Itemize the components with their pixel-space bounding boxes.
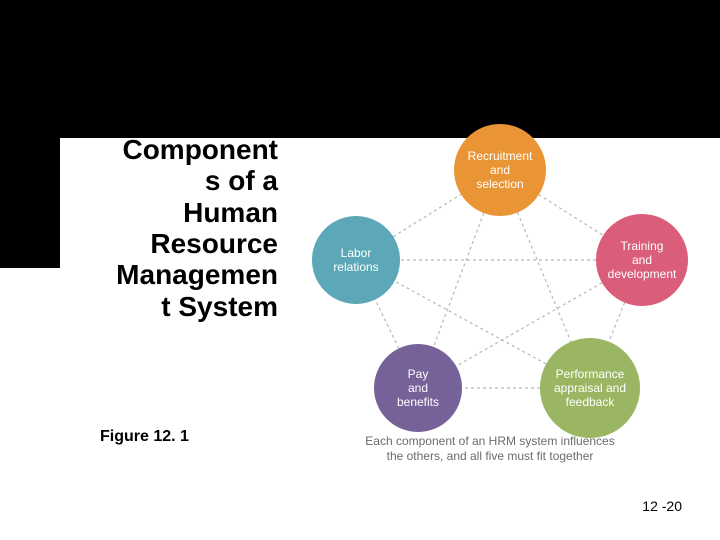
diagram-node-training: Traininganddevelopment	[596, 214, 688, 306]
svg-text:and: and	[490, 163, 510, 177]
svg-text:feedback: feedback	[566, 395, 616, 409]
caption-line: the others, and all five must fit togeth…	[300, 449, 680, 464]
svg-text:Training: Training	[621, 239, 664, 253]
title-line: Component	[68, 134, 278, 165]
svg-text:Labor: Labor	[341, 246, 372, 260]
title-line: s of a	[68, 165, 278, 196]
svg-text:benefits: benefits	[397, 395, 439, 409]
content-area: Component s of a Human Resource Manageme…	[0, 138, 720, 540]
svg-text:and: and	[408, 381, 428, 395]
svg-text:Performance: Performance	[556, 367, 625, 381]
diagram-node-labor: Laborrelations	[312, 216, 400, 304]
svg-text:selection: selection	[476, 177, 523, 191]
title-line: Human	[68, 197, 278, 228]
svg-text:appraisal and: appraisal and	[554, 381, 626, 395]
diagram-edge	[609, 303, 625, 342]
caption-line: Each component of an HRM system influenc…	[300, 434, 680, 449]
diagram-node-recruitment: Recruitmentandselection	[454, 124, 546, 216]
diagram-edge	[433, 213, 483, 347]
title-line: t System	[68, 291, 278, 322]
diagram-edge	[393, 194, 461, 236]
page-title: Component s of a Human Resource Manageme…	[68, 134, 278, 322]
diagram-svg: RecruitmentandselectionTraininganddevelo…	[290, 120, 710, 440]
diagram-caption: Each component of an HRM system influenc…	[300, 434, 680, 464]
title-line: Resource	[68, 228, 278, 259]
svg-text:and: and	[632, 253, 652, 267]
figure-label: Figure 12. 1	[100, 428, 189, 446]
diagram-edge	[375, 300, 399, 349]
svg-text:Pay: Pay	[408, 367, 429, 381]
diagram-node-pay: Payandbenefits	[374, 344, 462, 432]
diagram-edge	[518, 213, 571, 342]
title-line: Managemen	[68, 259, 278, 290]
diagram-edge	[539, 195, 603, 236]
page-number: 12 -20	[642, 498, 682, 514]
svg-text:relations: relations	[333, 260, 378, 274]
svg-text:Recruitment: Recruitment	[468, 149, 533, 163]
hrm-diagram: RecruitmentandselectionTraininganddevelo…	[290, 120, 710, 470]
svg-text:development: development	[608, 267, 677, 281]
diagram-node-performance: Performanceappraisal andfeedback	[540, 338, 640, 438]
top-black-bar	[0, 0, 720, 138]
